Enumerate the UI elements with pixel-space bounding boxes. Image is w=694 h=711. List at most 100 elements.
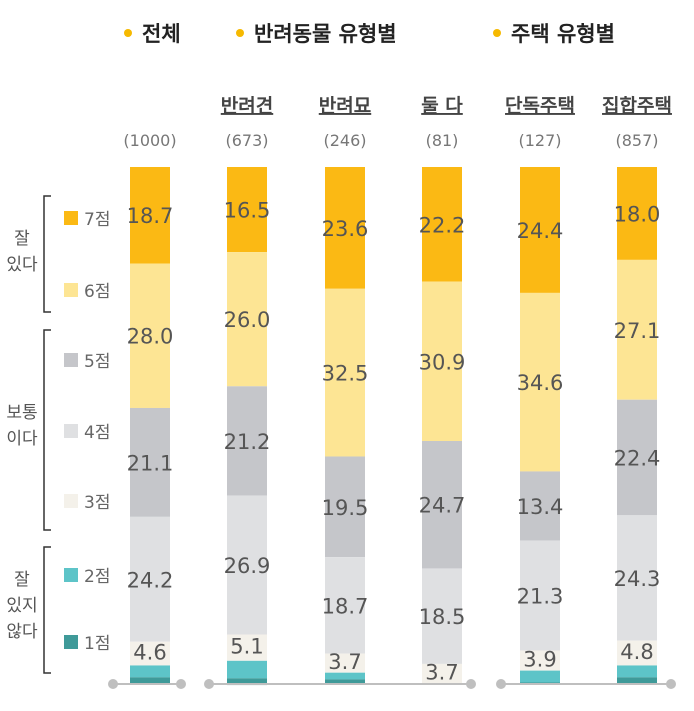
- sample-size: (246): [323, 131, 366, 150]
- axis-end-dot: [204, 679, 214, 689]
- data-label: 3.9: [523, 648, 556, 672]
- score-label: 5점: [84, 352, 110, 372]
- data-label: 19.5: [322, 496, 369, 520]
- data-label: 24.3: [614, 567, 661, 591]
- axis-end-dot: [466, 679, 476, 689]
- data-label: 34.6: [517, 371, 564, 395]
- bar-segment: [130, 665, 170, 678]
- group-bracket: [43, 195, 51, 313]
- data-label: 26.0: [224, 308, 271, 332]
- data-label: 28.0: [127, 325, 174, 349]
- score-label: 6점: [84, 282, 110, 302]
- bar-segment: [617, 677, 657, 684]
- bar-segment: [227, 167, 267, 253]
- axis-end-dot: [108, 679, 118, 689]
- bar-segment: [422, 663, 462, 683]
- bar-segment: [422, 281, 462, 441]
- data-label: 21.3: [517, 585, 564, 609]
- bar-segment: [325, 679, 365, 683]
- score-label: 3점: [84, 493, 110, 513]
- group-label: 않다: [6, 622, 38, 642]
- bar-segment: [130, 407, 170, 517]
- data-label: 21.1: [127, 451, 174, 475]
- group-label: 보통: [6, 403, 37, 423]
- data-label: 4.8: [620, 640, 653, 664]
- bar-segment: [227, 386, 267, 496]
- bar-segment: [325, 653, 365, 673]
- data-label: 3.7: [425, 660, 458, 684]
- data-label: 4.6: [133, 641, 166, 665]
- legend-dot: [493, 29, 501, 37]
- data-label: 27.1: [614, 319, 661, 343]
- bar-segment: [520, 650, 560, 671]
- score-swatch: [64, 211, 78, 225]
- legend-dot: [124, 29, 132, 37]
- score-swatch: [64, 494, 78, 508]
- bar-segment: [227, 678, 267, 686]
- score-label: 7점: [84, 210, 110, 230]
- axis-end-dot: [666, 679, 676, 689]
- bar-segment: [325, 167, 365, 289]
- group-label: 잘: [14, 229, 30, 249]
- data-label: 22.2: [419, 213, 466, 237]
- group-label: 잘: [14, 570, 30, 590]
- legend-dot: [236, 29, 244, 37]
- score-swatch: [64, 568, 78, 582]
- score-swatch: [64, 353, 78, 367]
- data-label: 22.4: [614, 447, 661, 471]
- bar-segment: [130, 516, 170, 642]
- sample-size: (857): [615, 131, 658, 150]
- score-swatch: [64, 424, 78, 438]
- bar-segment: [130, 167, 170, 264]
- sample-size: (673): [225, 131, 268, 150]
- bar-segment: [617, 640, 657, 666]
- bar-segment: [520, 670, 560, 683]
- group-bracket: [43, 329, 51, 531]
- score-label: 2점: [84, 567, 110, 587]
- legend-label: 반려동물 유형별: [254, 22, 397, 46]
- bar-segment: [227, 660, 267, 679]
- score-label: 1점: [84, 634, 110, 654]
- legend-label: 주택 유형별: [511, 22, 615, 46]
- bar-segment: [617, 399, 657, 516]
- bar-segment: [617, 259, 657, 400]
- group-label: 있다: [6, 255, 38, 275]
- bar-segment: [227, 634, 267, 661]
- column-headers: (1000) 반려견 (673) 반려묘 (246) 둘 다 (81) 단독주택 (127) 집합…: [123, 95, 672, 150]
- data-label: 13.4: [517, 495, 564, 519]
- data-label: 24.7: [419, 494, 466, 518]
- bar-segment: [325, 557, 365, 654]
- sample-size: (127): [518, 131, 561, 150]
- data-label: 5.1: [230, 635, 263, 659]
- data-label: 32.5: [322, 362, 369, 386]
- bar-segment: [227, 252, 267, 387]
- legend-label: 전체: [142, 22, 181, 46]
- axis-end-dot: [496, 679, 506, 689]
- bar-segment: [422, 568, 462, 664]
- bar-segment: [227, 495, 267, 635]
- score-swatch: [64, 635, 78, 649]
- bar-segment: [325, 672, 365, 680]
- score-label: 4점: [84, 423, 110, 443]
- data-label: 18.0: [614, 202, 661, 226]
- bar-segment: [130, 677, 170, 683]
- legend: 전체 반려동물 유형별 주택 유형별: [124, 22, 615, 46]
- baseline-axes: [108, 679, 676, 689]
- column-header: 둘 다: [421, 95, 463, 117]
- bars: [130, 167, 657, 686]
- bar-segment: [520, 682, 560, 683]
- bar-segment: [520, 292, 560, 472]
- bar-segment: [617, 515, 657, 641]
- bar-segment: [520, 471, 560, 541]
- data-label: 26.9: [224, 554, 271, 578]
- data-label: 3.7: [328, 650, 361, 674]
- group-bracket: [43, 546, 51, 674]
- bar-segment: [617, 167, 657, 260]
- data-label: 24.2: [127, 568, 174, 592]
- data-label: 24.4: [517, 219, 564, 243]
- value-labels: 18.7 28.0 21.1 24.2 4.6 16.5 26.0 21.2 26.9 5.1 23…: [127, 199, 661, 685]
- bar-segment: [130, 263, 170, 408]
- data-label: 30.9: [419, 350, 466, 374]
- bar-segment: [520, 540, 560, 651]
